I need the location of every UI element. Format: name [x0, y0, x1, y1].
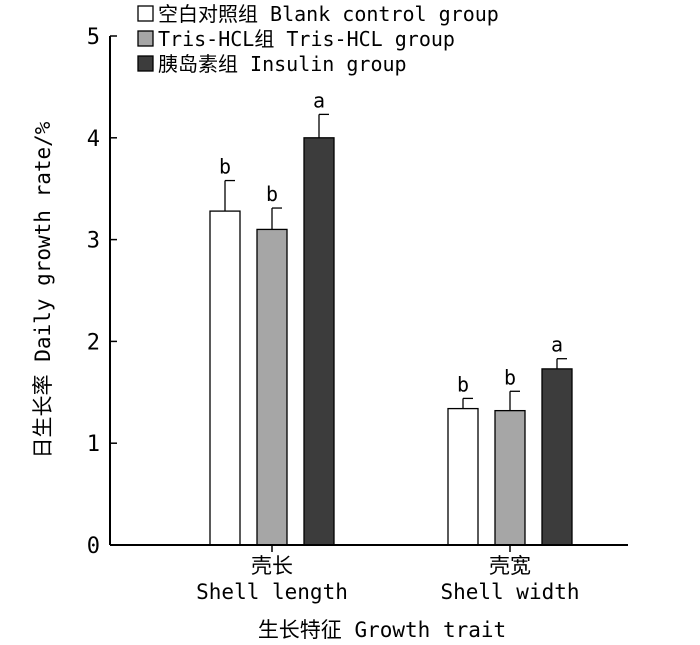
bar: [494, 409, 526, 546]
bar: [256, 228, 288, 546]
legend-swatch: [137, 5, 154, 22]
bar: [447, 407, 479, 546]
bar: [303, 137, 335, 546]
significance-label: a: [551, 333, 563, 357]
x-tick-label: Shell length: [196, 580, 348, 604]
bar: [209, 210, 241, 546]
y-tick-label: 3: [87, 229, 100, 254]
legend-swatch: [137, 55, 154, 72]
significance-label: a: [313, 88, 325, 112]
x-tick-label: Shell width: [440, 580, 579, 604]
legend-swatch: [137, 30, 154, 47]
y-tick-label: 5: [87, 25, 100, 50]
significance-label: b: [504, 365, 516, 389]
significance-label: b: [266, 182, 278, 206]
significance-label: b: [219, 155, 231, 179]
legend-label: 空白对照组 Blank control group: [158, 2, 499, 26]
legend-label: Tris-HCL组 Tris-HCL group: [158, 27, 455, 51]
bars: b b a b b a: [209, 88, 573, 546]
x-axis-label: 生长特征 Growth trait: [258, 618, 506, 642]
y-tick-label: 2: [87, 330, 100, 355]
significance-label: b: [457, 372, 469, 396]
x-tick-label: 壳长: [251, 554, 293, 578]
y-axis: 0 1 2 3 4 5: [87, 25, 117, 559]
legend-label: 胰岛素组 Insulin group: [158, 52, 407, 76]
y-tick-label: 4: [87, 127, 100, 152]
y-tick-label: 0: [87, 534, 100, 559]
y-axis-label: 日生长率 Daily growth rate/%: [31, 121, 55, 458]
x-tick-label: 壳宽: [489, 554, 531, 578]
y-tick-label: 1: [87, 432, 100, 457]
bar: [541, 368, 573, 546]
